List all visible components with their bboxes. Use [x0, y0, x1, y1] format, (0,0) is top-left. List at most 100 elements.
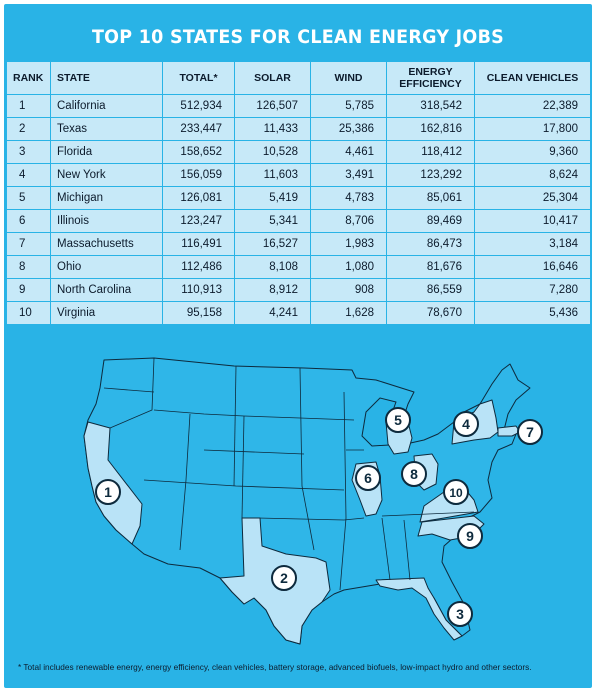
value-cell: 81,676 — [386, 255, 475, 279]
value-cell: 123,247 — [162, 209, 235, 233]
rank-cell: 2 — [6, 117, 51, 141]
value-cell: 158,652 — [162, 140, 235, 164]
rank-cell: 5 — [6, 186, 51, 210]
marker-circle — [443, 479, 469, 505]
table-row: 1 California 512,934 126,507 5,785 318,542 22,… — [6, 94, 591, 118]
marker-label: 7 — [526, 424, 534, 440]
marker-label: 5 — [394, 412, 402, 428]
marker-label: 2 — [280, 570, 288, 586]
value-cell: 233,447 — [162, 117, 235, 141]
us-map: 1 2 3 4 5 6 7 8 9 10 — [83, 357, 543, 645]
value-cell: 9,360 — [474, 140, 591, 164]
marker-circle — [385, 407, 411, 433]
value-cell: 5,341 — [234, 209, 311, 233]
table-row: 3 Florida 158,652 10,528 4,461 118,412 9,360 — [6, 140, 591, 164]
table-row: 5 Michigan 126,081 5,419 4,783 85,061 25,304 — [6, 186, 591, 210]
value-cell: 86,473 — [386, 232, 475, 256]
rank-cell: 9 — [6, 278, 51, 302]
value-cell: 156,059 — [162, 163, 235, 187]
marker-label: 1 — [104, 484, 112, 500]
column-header: STATE — [50, 61, 163, 95]
map-marker-virginia: 10 — [443, 479, 469, 505]
value-cell: 78,670 — [386, 301, 475, 325]
map-marker-north-carolina: 9 — [457, 523, 483, 549]
value-cell: 89,469 — [386, 209, 475, 233]
value-cell: 25,386 — [310, 117, 387, 141]
value-cell: 8,912 — [234, 278, 311, 302]
value-cell: 1,080 — [310, 255, 387, 279]
value-cell: 318,542 — [386, 94, 475, 118]
value-cell: 908 — [310, 278, 387, 302]
value-cell: 5,436 — [474, 301, 591, 325]
value-cell: 110,913 — [162, 278, 235, 302]
jobs-table: RANK STATE TOTAL* SOLAR WIND ENERGY EFFI… — [6, 61, 591, 325]
infographic-card: TOP 10 STATES FOR CLEAN ENERGY JOBS RANK… — [4, 4, 592, 688]
value-cell: 85,061 — [386, 186, 475, 210]
state-cell: California — [50, 94, 163, 118]
value-cell: 3,184 — [474, 232, 591, 256]
table-row: 8 Ohio 112,486 8,108 1,080 81,676 16,646 — [6, 255, 591, 279]
map-marker-ohio: 8 — [401, 461, 427, 487]
value-cell: 126,507 — [234, 94, 311, 118]
marker-label: 10 — [449, 486, 463, 500]
state-florida — [375, 577, 463, 641]
map-marker-texas: 2 — [271, 565, 297, 591]
state-cell: Massachusetts — [50, 232, 163, 256]
value-cell: 95,158 — [162, 301, 235, 325]
marker-label: 3 — [456, 606, 464, 622]
value-cell: 118,412 — [386, 140, 475, 164]
value-cell: 5,419 — [234, 186, 311, 210]
value-cell: 512,934 — [162, 94, 235, 118]
state-cell: Virginia — [50, 301, 163, 325]
map-marker-michigan: 5 — [385, 407, 411, 433]
value-cell: 1,983 — [310, 232, 387, 256]
marker-circle — [517, 419, 543, 445]
marker-label: 6 — [364, 470, 372, 486]
value-cell: 10,528 — [234, 140, 311, 164]
value-cell: 8,624 — [474, 163, 591, 187]
value-cell: 162,816 — [386, 117, 475, 141]
table-row: 9 North Carolina 110,913 8,912 908 86,559 7,28… — [6, 278, 591, 302]
state-cell: Ohio — [50, 255, 163, 279]
table-row: 4 New York 156,059 11,603 3,491 123,292 8,624 — [6, 163, 591, 187]
state-cell: New York — [50, 163, 163, 187]
value-cell: 3,491 — [310, 163, 387, 187]
marker-circle — [355, 465, 381, 491]
value-cell: 4,783 — [310, 186, 387, 210]
value-cell: 22,389 — [474, 94, 591, 118]
map-marker-illinois: 6 — [355, 465, 381, 491]
rank-cell: 3 — [6, 140, 51, 164]
footnote: * Total includes renewable energy, energ… — [18, 662, 532, 672]
us-outline — [83, 357, 531, 645]
state-cell: North Carolina — [50, 278, 163, 302]
value-cell: 8,108 — [234, 255, 311, 279]
state-cell: Florida — [50, 140, 163, 164]
value-cell: 86,559 — [386, 278, 475, 302]
marker-circle — [271, 565, 297, 591]
marker-circle — [457, 523, 483, 549]
rank-cell: 4 — [6, 163, 51, 187]
marker-circle — [453, 411, 479, 437]
value-cell: 7,280 — [474, 278, 591, 302]
value-cell: 11,433 — [234, 117, 311, 141]
marker-circle — [95, 479, 121, 505]
value-cell: 10,417 — [474, 209, 591, 233]
value-cell: 8,706 — [310, 209, 387, 233]
value-cell: 5,785 — [310, 94, 387, 118]
chart-title: TOP 10 STATES FOR CLEAN ENERGY JOBS — [91, 26, 505, 48]
marker-label: 9 — [466, 528, 474, 544]
table-row: 7 Massachusetts 116,491 16,527 1,983 86,473 3,… — [6, 232, 591, 256]
table-row: 10 Virginia 95,158 4,241 1,628 78,670 5,436 — [6, 301, 591, 325]
value-cell: 16,527 — [234, 232, 311, 256]
map-marker-new-york: 4 — [453, 411, 479, 437]
rank-cell: 10 — [6, 301, 51, 325]
map-marker-massachusetts: 7 — [517, 419, 543, 445]
marker-circle — [401, 461, 427, 487]
map-marker-california: 1 — [95, 479, 121, 505]
value-cell: 16,646 — [474, 255, 591, 279]
state-borders — [103, 357, 475, 591]
column-header: TOTAL* — [162, 61, 235, 95]
value-cell: 17,800 — [474, 117, 591, 141]
value-cell: 126,081 — [162, 186, 235, 210]
value-cell: 123,292 — [386, 163, 475, 187]
